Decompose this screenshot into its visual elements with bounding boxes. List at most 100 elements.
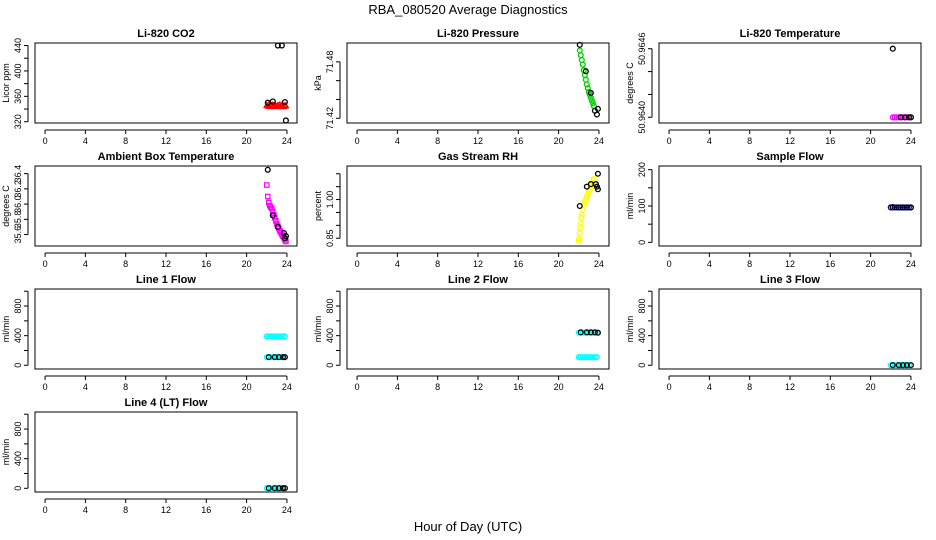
x-tick-label: 12 bbox=[161, 505, 171, 515]
y-tick-label: 0 bbox=[637, 240, 647, 245]
data-point-average bbox=[583, 329, 590, 336]
data-point-raw bbox=[267, 485, 274, 492]
x-tick-label: 16 bbox=[825, 136, 835, 146]
x-tick-label: 12 bbox=[161, 136, 171, 146]
y-tick-label: 320 bbox=[13, 114, 23, 129]
y-tick-label: 800 bbox=[637, 299, 647, 314]
plot-frame bbox=[658, 165, 922, 247]
plot-frame bbox=[34, 411, 298, 493]
data-point-average bbox=[583, 183, 590, 190]
data-point-raw bbox=[582, 76, 589, 83]
data-point-average bbox=[282, 117, 289, 124]
data-point-raw bbox=[576, 47, 583, 54]
x-tick-label: 8 bbox=[123, 136, 128, 146]
data-point-average bbox=[907, 114, 914, 121]
y-tick-label: 0 bbox=[13, 363, 23, 368]
data-point-average bbox=[271, 485, 278, 492]
data-point-average bbox=[901, 114, 908, 121]
data-point-raw bbox=[581, 354, 588, 361]
data-point-raw bbox=[901, 204, 908, 211]
data-point-average bbox=[593, 111, 600, 118]
data-point-average bbox=[889, 204, 896, 211]
x-tick-label: 20 bbox=[554, 382, 564, 392]
x-tick-label: 0 bbox=[43, 382, 48, 392]
data-point-average bbox=[269, 98, 276, 105]
data-point-raw bbox=[575, 237, 582, 244]
y-tick-label: 440 bbox=[13, 38, 23, 53]
data-point-average bbox=[582, 68, 589, 75]
x-tick-label: 8 bbox=[435, 382, 440, 392]
y-tick-label: 0.85 bbox=[325, 229, 335, 247]
y-tick-label: 200 bbox=[637, 162, 647, 177]
x-tick-label: 12 bbox=[161, 382, 171, 392]
data-point-raw bbox=[590, 175, 597, 182]
data-point-average bbox=[279, 485, 286, 492]
figure-title: RBA_080520 Average Diagnostics bbox=[368, 2, 568, 17]
x-tick-label: 12 bbox=[473, 136, 483, 146]
data-point-average bbox=[905, 114, 912, 121]
data-point-average bbox=[591, 329, 598, 336]
data-point-average bbox=[275, 354, 282, 361]
plot-frame bbox=[658, 42, 922, 124]
panel-2: Li-820 Temperature 0 4 8 12 16 20 24 50.9640 50.9… bbox=[625, 28, 922, 146]
x-tick-label: 16 bbox=[201, 136, 211, 146]
x-tick-label: 4 bbox=[83, 505, 88, 515]
data-point-raw bbox=[887, 362, 894, 369]
y-axis-label: percent bbox=[313, 190, 323, 221]
x-tick-label: 16 bbox=[201, 505, 211, 515]
data-point-raw bbox=[263, 182, 270, 188]
y-tick-label: 100 bbox=[637, 198, 647, 213]
x-tick-label: 0 bbox=[43, 136, 48, 146]
plot-frame bbox=[34, 42, 298, 124]
data-point-raw bbox=[270, 208, 276, 215]
x-tick-label: 8 bbox=[747, 259, 752, 269]
data-point-average bbox=[274, 223, 281, 231]
data-point-raw bbox=[588, 97, 595, 104]
data-point-raw bbox=[577, 354, 584, 361]
data-point-raw bbox=[901, 362, 908, 369]
panel-title: Line 2 Flow bbox=[448, 274, 508, 286]
data-point-average bbox=[281, 98, 288, 106]
x-tick-label: 16 bbox=[513, 136, 523, 146]
data-point-average bbox=[907, 362, 914, 369]
data-point-average bbox=[889, 45, 896, 52]
data-point-raw bbox=[591, 354, 598, 361]
plot-frame bbox=[346, 288, 610, 370]
panel-title: Sample Flow bbox=[756, 151, 824, 163]
x-tick-label: 24 bbox=[282, 382, 292, 392]
data-point-raw bbox=[903, 114, 910, 121]
y-tick-label: 36.2 bbox=[13, 180, 23, 198]
data-point-raw bbox=[578, 214, 585, 221]
x-tick-label: 20 bbox=[242, 382, 252, 392]
x-tick-label: 24 bbox=[282, 505, 292, 515]
y-tick-label: 50.9640 bbox=[637, 101, 647, 134]
data-point-average bbox=[279, 354, 286, 361]
data-point-raw bbox=[271, 333, 278, 340]
data-point-average bbox=[274, 42, 281, 49]
panel-3: Ambient Box Temperature 0 4 8 12 16 20 24 35.635… bbox=[1, 151, 298, 269]
data-point-raw bbox=[275, 333, 282, 340]
data-point-raw bbox=[263, 485, 270, 492]
y-tick-label: 36.0 bbox=[13, 195, 23, 213]
x-tick-label: 8 bbox=[123, 505, 128, 515]
data-point-average bbox=[587, 89, 594, 96]
panel-title: Ambient Box Temperature bbox=[98, 151, 235, 163]
data-point-raw bbox=[895, 114, 902, 121]
data-point-raw bbox=[585, 354, 592, 361]
x-tick-label: 4 bbox=[395, 259, 400, 269]
data-point-raw bbox=[893, 362, 900, 369]
x-tick-label: 4 bbox=[83, 136, 88, 146]
data-point-raw bbox=[579, 61, 586, 68]
x-tick-label: 12 bbox=[473, 259, 483, 269]
x-tick-label: 16 bbox=[201, 259, 211, 269]
data-point-raw bbox=[271, 211, 277, 218]
y-tick-label: 71.48 bbox=[325, 51, 335, 74]
x-tick-label: 0 bbox=[355, 259, 360, 269]
data-point-average bbox=[275, 485, 282, 492]
y-tick-label: 0 bbox=[13, 486, 23, 491]
data-point-raw bbox=[273, 333, 280, 340]
y-tick-label: 35.8 bbox=[13, 211, 23, 229]
x-tick-label: 8 bbox=[435, 136, 440, 146]
